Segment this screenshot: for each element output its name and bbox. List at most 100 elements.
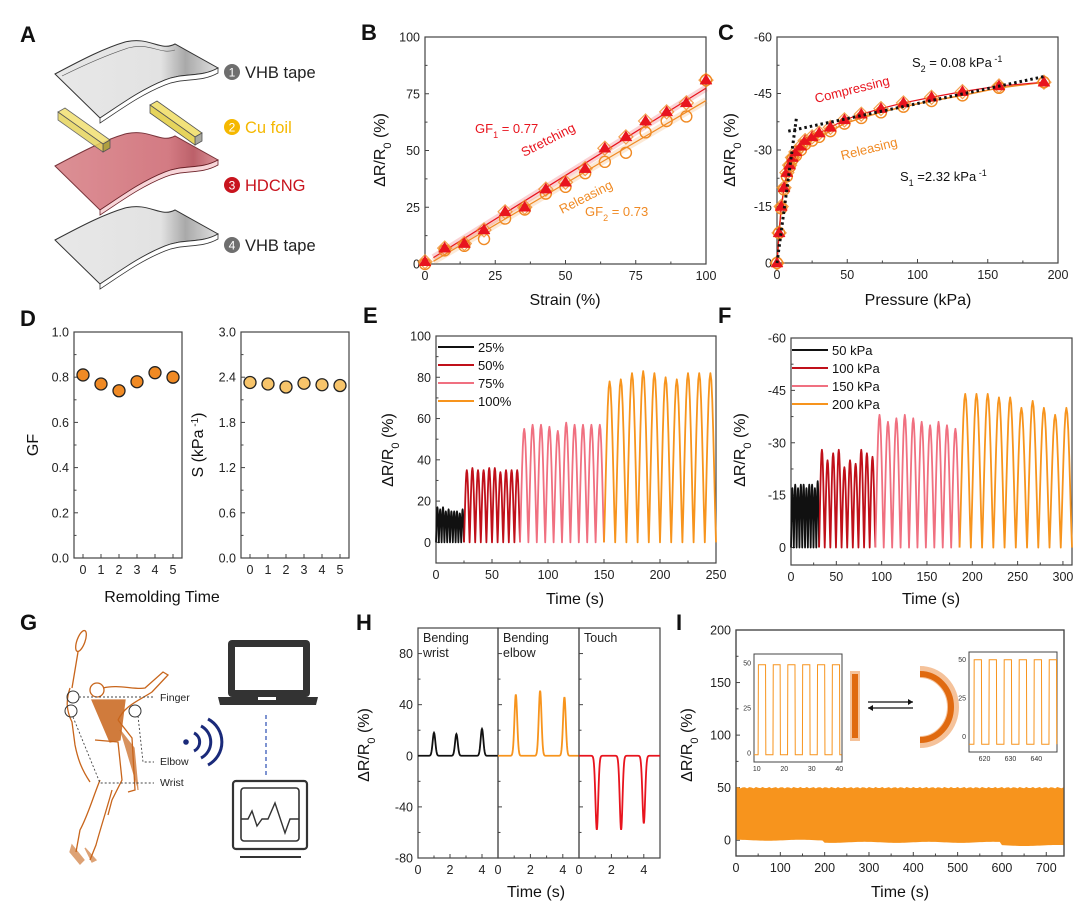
x-tick-label: 50	[485, 568, 499, 582]
x-axis-label: Time (s)	[871, 884, 929, 901]
y-axis-label: ΔR/R0 (%)	[679, 708, 701, 782]
series-line-25	[435, 506, 465, 544]
data-point-triangle	[1037, 75, 1051, 87]
y-tick-label: 80	[417, 371, 431, 385]
x-axis-label: Time (s)	[507, 884, 565, 901]
x-tick-label: 0	[247, 563, 254, 577]
data-point-triangle	[598, 141, 612, 153]
panel-letter-d: D	[20, 306, 36, 331]
data-point-triangle	[418, 255, 432, 266]
series-line-200kpa	[958, 392, 1073, 549]
subplot-title: Bending	[423, 631, 469, 645]
data-point-diamond	[516, 199, 533, 216]
x-tick-label: 4	[479, 863, 486, 877]
panel-letter-i: I	[676, 610, 682, 635]
data-point	[279, 380, 293, 394]
y-tick-label: -30	[754, 144, 772, 158]
x-tick-label: 5	[170, 563, 177, 577]
x-tick-label: 1	[98, 563, 105, 577]
y-tick-label: 1.8	[219, 416, 236, 430]
x-tick-label: 0	[433, 568, 440, 582]
panel-a-schematic: 1 VHB tape 2 Cu foil 3 HDCNG 4 VHB tape	[54, 40, 316, 290]
data-point-triangle	[777, 181, 791, 192]
d-xlabel: Remolding Time	[104, 589, 220, 606]
data-point-triangle	[639, 114, 653, 126]
data-point-triangle	[438, 241, 452, 253]
x-tick-label: 300	[1053, 570, 1074, 584]
x-tick-label: 50	[829, 570, 843, 584]
data-point-diamond	[773, 198, 790, 215]
x-tick-label: 3	[301, 563, 308, 577]
data-point-diamond	[537, 181, 554, 197]
x-tick-label: 2	[283, 563, 290, 577]
y-tick-label: 60	[417, 412, 431, 426]
data-point-diamond	[822, 119, 839, 136]
y-tick-label: 0	[724, 834, 731, 848]
y-tick-label: 0	[424, 536, 431, 550]
y-tick-label: 2.4	[219, 371, 236, 385]
plot-frame	[735, 629, 1065, 857]
legend-label: 25%	[478, 340, 504, 355]
legend-label: 200 kPa	[832, 397, 880, 412]
y-axis-label: ΔR/R0 (%)	[372, 113, 394, 187]
y-tick-label: -15	[768, 489, 786, 503]
series-line-100kpa	[818, 448, 877, 549]
inset-signal-line	[969, 659, 1058, 745]
label-wrist: Wrist	[160, 777, 184, 789]
plot-frame	[776, 36, 1059, 264]
x-tick-label: 200	[962, 570, 983, 584]
layer-number-badge	[224, 119, 240, 135]
y-tick-label: 0.4	[52, 461, 69, 475]
y-tick-label: -15	[754, 200, 772, 214]
data-point-diamond	[954, 83, 971, 100]
wireless-signal-icon	[183, 717, 224, 767]
x-tick-label: 100	[770, 861, 791, 875]
x-tick-label: 200	[1048, 268, 1069, 282]
x-tick-label: 3	[134, 563, 141, 577]
data-point-diamond	[923, 89, 940, 106]
data-point-circle	[619, 146, 633, 159]
series-line-50kpa	[790, 480, 820, 549]
plot-frame	[240, 331, 350, 559]
x-tick-label: 250	[1007, 570, 1028, 584]
data-point-triangle	[498, 205, 512, 217]
x-tick-label: 4	[640, 863, 647, 877]
sensor-marker-elbow	[128, 704, 142, 718]
badminton-player-icon	[66, 629, 170, 865]
annotation-gf2: GF2 = 0.73	[585, 204, 648, 223]
inset-x-tick-label: 640	[1030, 756, 1042, 763]
y-tick-label: 0.0	[219, 552, 236, 566]
x-tick-label: 200	[814, 861, 835, 875]
x-tick-label: 4	[559, 863, 566, 877]
cu-foil-icon	[57, 100, 203, 153]
x-tick-label: 300	[859, 861, 880, 875]
x-tick-label: 600	[992, 861, 1013, 875]
y-tick-label: 75	[406, 87, 420, 101]
layer-label-2: 2 Cu foil	[224, 119, 292, 137]
y-tick-label: 100	[710, 729, 731, 743]
vhb-tape-bottom-icon	[54, 206, 220, 290]
inset-x-tick-label: 40	[835, 766, 843, 773]
data-point-diamond	[497, 203, 513, 220]
y-tick-label: 0	[779, 541, 786, 555]
data-point	[94, 377, 108, 391]
fit-line	[433, 100, 707, 262]
y-tick-label: -80	[395, 852, 413, 866]
x-tick-label: 25	[488, 269, 502, 283]
y-tick-label: 40	[417, 453, 431, 467]
y-tick-label: 0.6	[219, 506, 236, 520]
data-point-diamond	[698, 72, 714, 88]
annotation-compressing: Compressing	[813, 73, 891, 106]
x-tick-label: 0	[495, 863, 502, 877]
straight-sensor-core	[852, 674, 858, 738]
x-tick-label: 100	[871, 570, 892, 584]
data-point	[148, 366, 162, 380]
inset-y-tick-label: 0	[962, 734, 966, 741]
data-point	[261, 377, 275, 391]
x-axis-label: Time (s)	[546, 591, 604, 608]
x-tick-label: 0	[733, 861, 740, 875]
chart-d-gf: 0 1 2 3 4 5 0.0 0.2 0.4 0.6 0.8 1.0 GF	[25, 326, 183, 577]
data-point-triangle	[699, 73, 713, 85]
y-tick-label: 20	[417, 495, 431, 509]
